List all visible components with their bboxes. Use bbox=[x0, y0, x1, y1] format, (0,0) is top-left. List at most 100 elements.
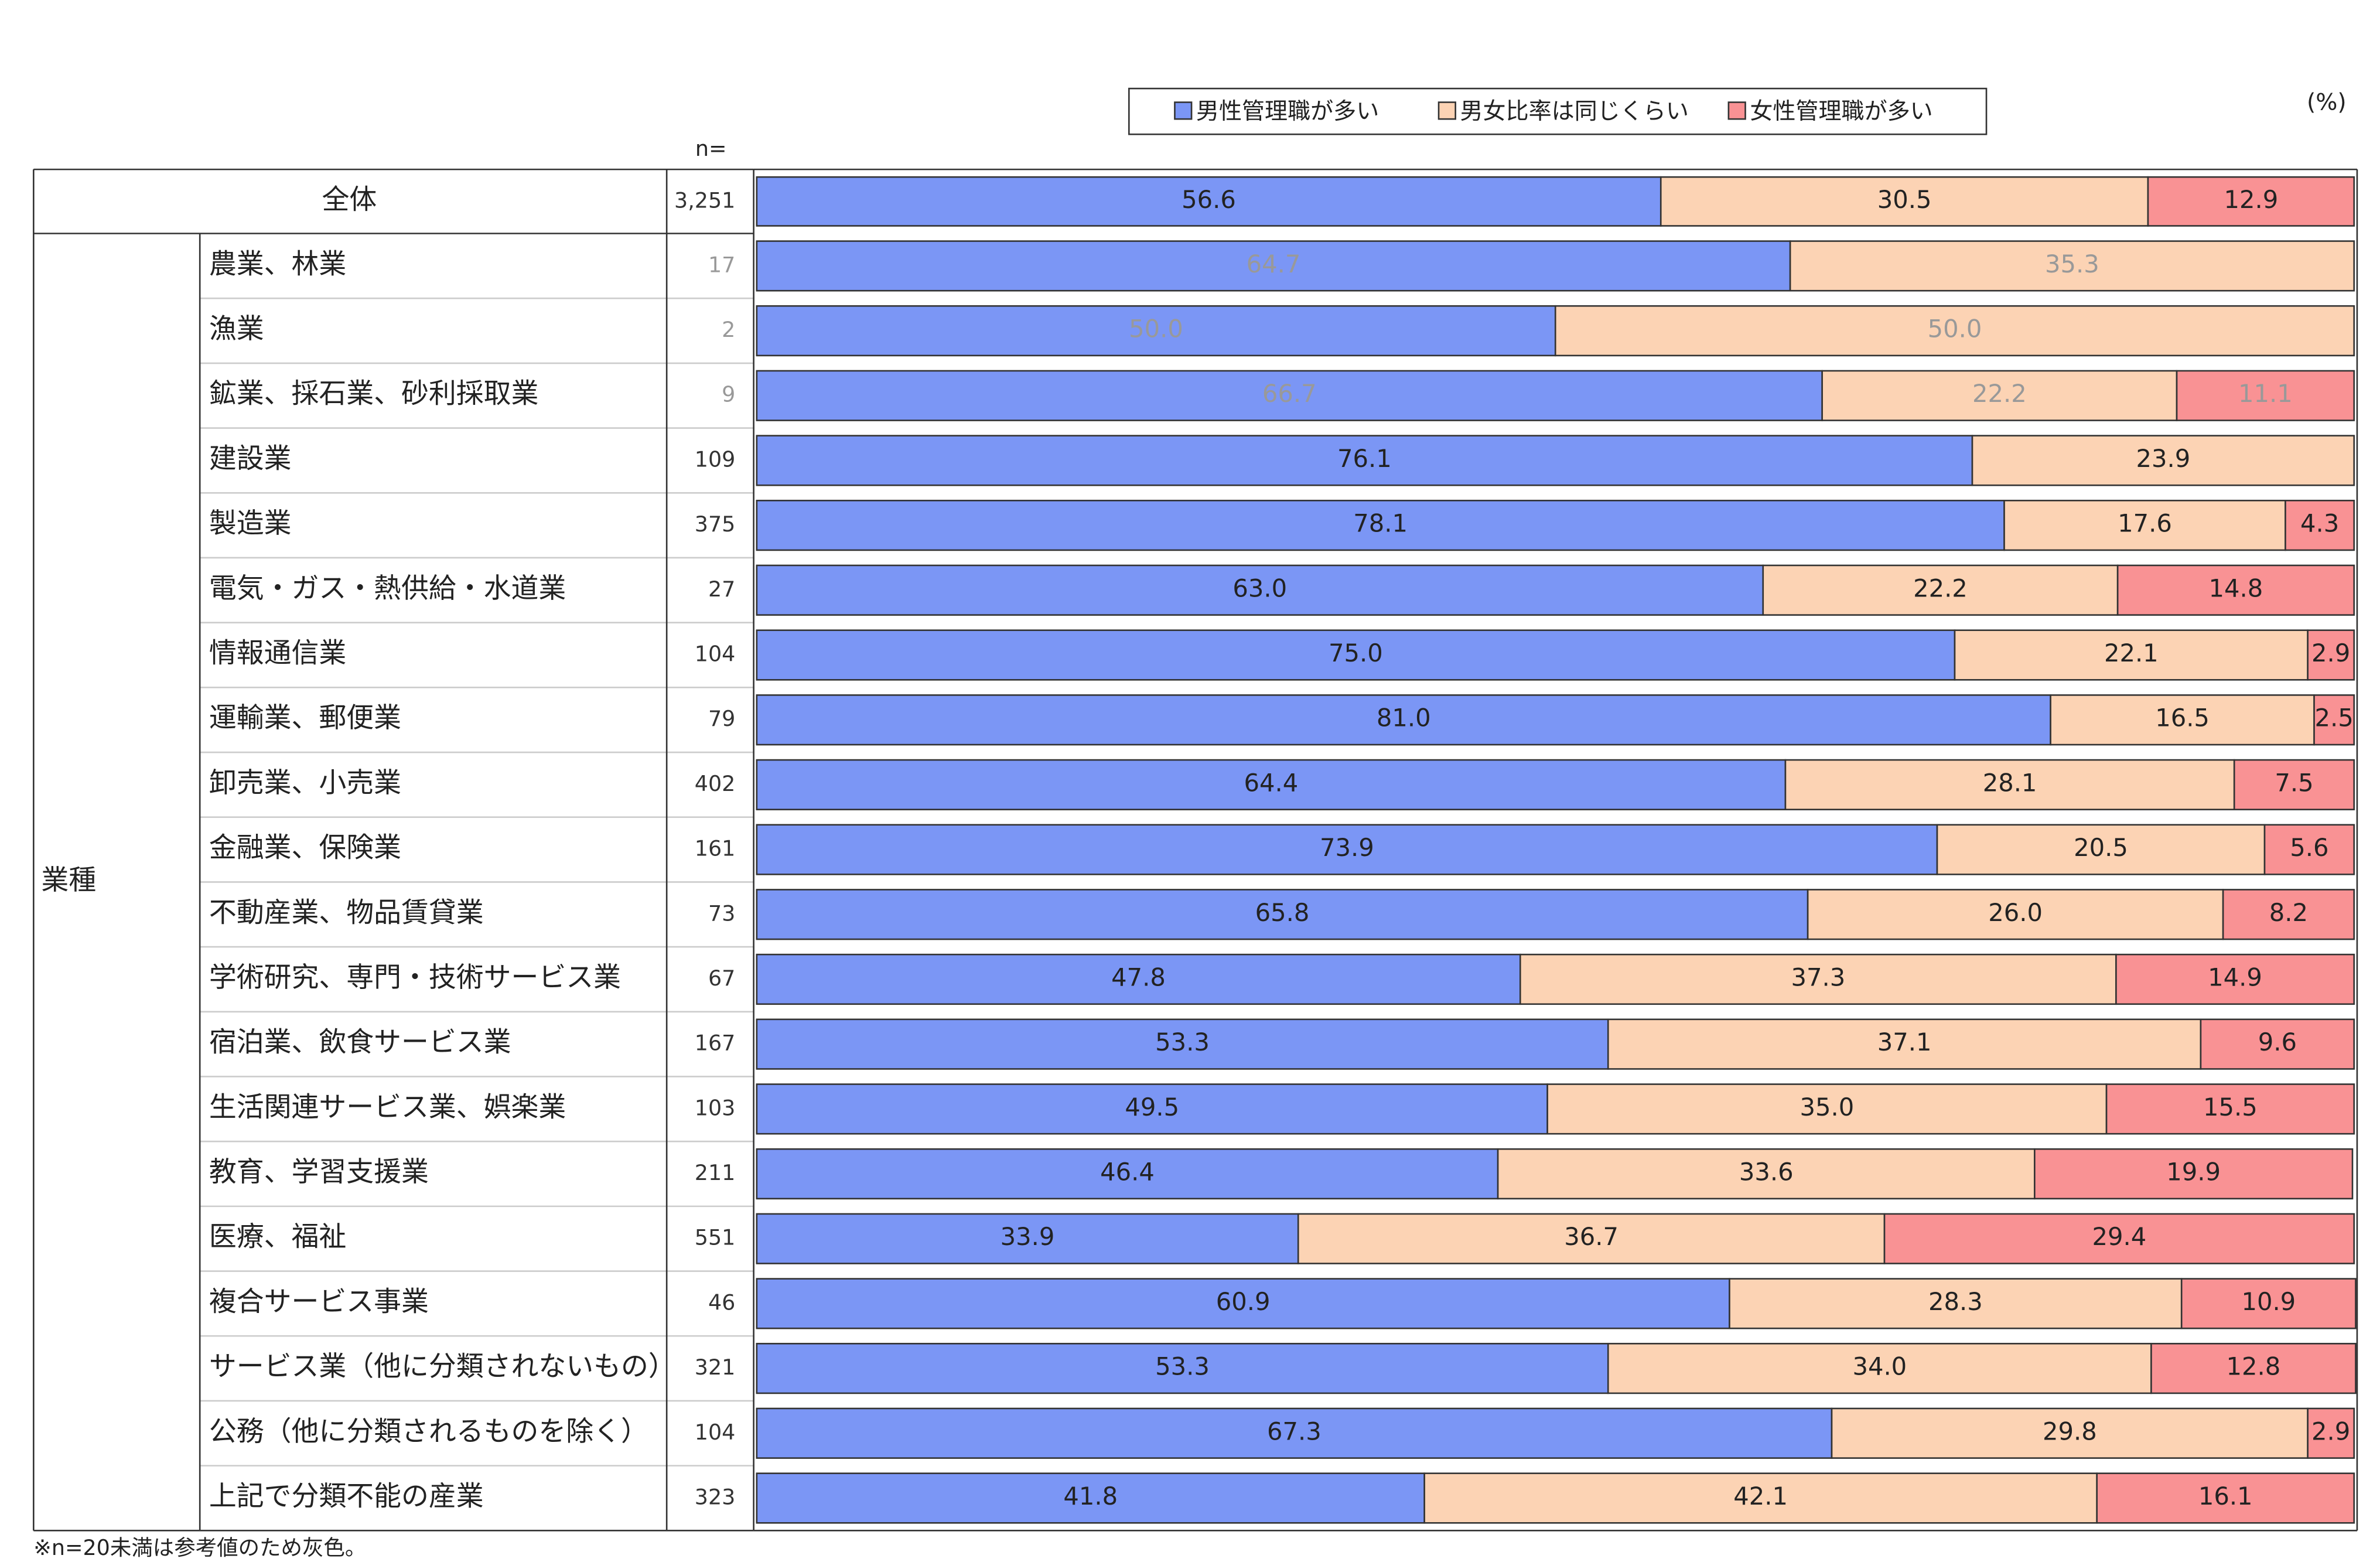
bar-segment bbox=[1971, 435, 2355, 486]
bar-segment bbox=[1423, 1472, 2098, 1524]
value-label: 9.6 bbox=[2258, 1028, 2297, 1056]
value-label: 22.2 bbox=[1913, 574, 1968, 602]
bar-segment bbox=[2096, 1472, 2355, 1524]
value-label: 22.1 bbox=[2104, 639, 2159, 667]
bar-segment bbox=[756, 1018, 1609, 1070]
row-label: 卸売業、小売業 bbox=[209, 767, 401, 799]
value-label: 37.1 bbox=[1877, 1028, 1932, 1056]
legend-box bbox=[1128, 87, 1988, 135]
row-label: 不動産業、物品賃貸業 bbox=[209, 896, 484, 929]
value-label: 36.7 bbox=[1564, 1222, 1618, 1251]
value-label: 16.5 bbox=[2155, 704, 2210, 732]
row-label: 学術研究、専門・技術サービス業 bbox=[209, 961, 621, 994]
n-label: 321 bbox=[695, 1355, 736, 1380]
bar-segment bbox=[756, 499, 2005, 551]
value-label: 64.4 bbox=[1244, 768, 1299, 797]
n-header: n= bbox=[695, 136, 727, 161]
bar-segment bbox=[1936, 824, 2266, 875]
bar-segment bbox=[1554, 305, 2355, 357]
row-label: 漁業 bbox=[209, 313, 264, 345]
n-label: 3,251 bbox=[674, 187, 735, 213]
value-label: 35.3 bbox=[2045, 250, 2099, 278]
bar-segment bbox=[1497, 1148, 2036, 1200]
bar-segment bbox=[1821, 370, 2178, 421]
value-label: 2.9 bbox=[2311, 639, 2350, 667]
value-label: 76.1 bbox=[1337, 444, 1392, 473]
bar-segment bbox=[756, 1278, 1730, 1329]
value-label: 66.7 bbox=[1262, 379, 1317, 408]
n-label: 323 bbox=[695, 1484, 736, 1509]
bar-segment bbox=[2180, 1278, 2357, 1329]
value-label: 34.0 bbox=[1852, 1352, 1907, 1381]
n-label: 17 bbox=[708, 252, 735, 277]
bar-segment bbox=[756, 435, 1973, 486]
n-label: 551 bbox=[695, 1225, 736, 1250]
bar-segment bbox=[1784, 759, 2235, 811]
value-label: 23.9 bbox=[2136, 444, 2190, 473]
n-label: 211 bbox=[695, 1160, 736, 1185]
n-label: 27 bbox=[708, 577, 735, 602]
bar-segment bbox=[1546, 1083, 2108, 1135]
bar-segment bbox=[2285, 499, 2355, 551]
bar-segment bbox=[1789, 240, 2355, 292]
value-label: 65.8 bbox=[1255, 898, 1310, 927]
bar-segment bbox=[756, 564, 1764, 616]
value-label: 26.0 bbox=[1988, 898, 2043, 927]
n-label: 104 bbox=[695, 641, 736, 666]
bar-segment bbox=[756, 759, 1787, 811]
bar-segment bbox=[1807, 889, 2224, 940]
bar-segment bbox=[2176, 370, 2355, 421]
value-label: 2.9 bbox=[2311, 1417, 2350, 1445]
n-label: 402 bbox=[695, 771, 736, 796]
value-label: 12.9 bbox=[2224, 185, 2278, 214]
bar-segment bbox=[756, 240, 1791, 292]
value-label: 20.5 bbox=[2074, 833, 2128, 862]
bar-segment bbox=[2307, 1407, 2355, 1459]
note: ※n=20未満は参考値のため灰色。 bbox=[33, 1535, 366, 1560]
row-label: 公務（他に分類されるものを除く） bbox=[209, 1416, 648, 1448]
value-label: 81.0 bbox=[1377, 704, 1431, 732]
row-label: 電気・ガス・熱供給・水道業 bbox=[209, 572, 566, 605]
bar-segment bbox=[756, 176, 1662, 227]
n-label: 73 bbox=[708, 901, 735, 926]
value-label: 19.9 bbox=[2166, 1158, 2221, 1186]
row-label: 製造業 bbox=[209, 507, 292, 540]
value-label: 78.1 bbox=[1353, 509, 1408, 538]
legend-label: 女性管理職が多い bbox=[1750, 98, 1932, 125]
bar-segment bbox=[2034, 1148, 2354, 1200]
bar-segment bbox=[756, 694, 2051, 746]
bar-segment bbox=[1297, 1213, 1886, 1264]
n-label: 167 bbox=[695, 1031, 736, 1056]
bar-segment bbox=[1883, 1213, 2355, 1264]
n-label: 109 bbox=[695, 446, 736, 472]
legend-swatch bbox=[1727, 101, 1746, 120]
value-label: 28.3 bbox=[1928, 1287, 1983, 1316]
unit-label: (%) bbox=[2307, 90, 2347, 116]
n-label: 9 bbox=[722, 382, 735, 407]
value-label: 4.3 bbox=[2300, 509, 2339, 538]
value-label: 67.3 bbox=[1267, 1417, 1322, 1445]
value-label: 73.9 bbox=[1320, 833, 1374, 862]
row-label: 農業、林業 bbox=[209, 248, 346, 280]
bar-segment bbox=[1659, 176, 2149, 227]
bar-segment bbox=[1519, 953, 2117, 1005]
value-label: 53.3 bbox=[1155, 1352, 1210, 1381]
row-label: 複合サービス事業 bbox=[209, 1285, 429, 1318]
value-label: 28.1 bbox=[1983, 768, 2037, 797]
n-label: 161 bbox=[695, 836, 736, 861]
row-label: サービス業（他に分類されないもの） bbox=[209, 1350, 676, 1383]
n-label: 46 bbox=[708, 1290, 735, 1315]
value-label: 49.5 bbox=[1125, 1093, 1179, 1121]
value-label: 12.8 bbox=[2227, 1352, 2281, 1381]
bar-segment bbox=[2150, 1342, 2357, 1394]
bar-segment bbox=[756, 1213, 1299, 1264]
row-label: 医療、福祉 bbox=[209, 1221, 346, 1253]
value-label: 35.0 bbox=[1799, 1093, 1854, 1121]
bar-segment bbox=[2050, 694, 2315, 746]
bar-segment bbox=[2200, 1018, 2355, 1070]
group-label: 業種 bbox=[41, 864, 96, 896]
row-label: 上記で分類不能の産業 bbox=[209, 1480, 484, 1512]
row-label: 鉱業、採石業、砂利採取業 bbox=[209, 378, 539, 410]
bar-segment bbox=[2233, 759, 2355, 811]
row-label: 情報通信業 bbox=[209, 637, 346, 669]
